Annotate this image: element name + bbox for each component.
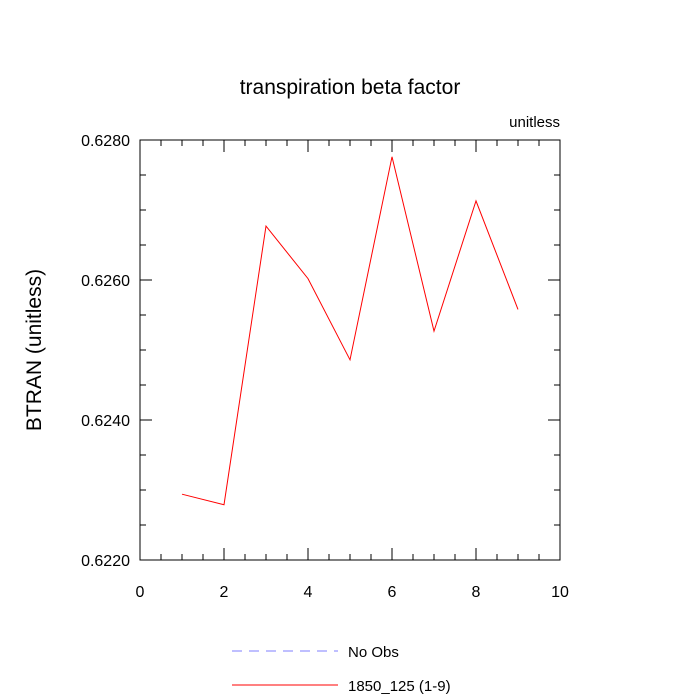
data-point (181, 493, 184, 496)
x-tick-label: 4 (304, 584, 313, 601)
x-tick-label: 10 (551, 584, 569, 601)
data-point (391, 155, 394, 158)
y-axis-label: BTRAN (unitless) (23, 269, 46, 431)
plot-frame (139, 139, 561, 561)
chart-subtitle-units: unitless (509, 114, 560, 131)
legend-label: 1850_125 (1-9) (348, 678, 451, 695)
legend: No Obs 1850_125 (1-9) (232, 644, 451, 695)
y-tick-label: 0.6220 (81, 553, 130, 570)
x-tick-label: 6 (388, 584, 397, 601)
y-tick-label: 0.6280 (81, 133, 130, 150)
x-tick-label: 0 (136, 584, 145, 601)
x-tick-label: 8 (472, 584, 481, 601)
data-point (223, 503, 226, 506)
plot-area: 0 2 4 6 8 10 0.6220 0.6240 0.6260 0.6280 (81, 133, 569, 601)
series-line-0 (181, 156, 519, 506)
x-tick-label: 2 (220, 584, 229, 601)
chart-title: transpiration beta factor (240, 76, 461, 99)
data-point (307, 277, 310, 280)
legend-label: No Obs (348, 644, 399, 661)
data-point (433, 330, 436, 333)
data-point (349, 358, 352, 361)
y-tick-label: 0.6260 (81, 273, 130, 290)
data-point (475, 199, 478, 202)
data-point (265, 225, 268, 228)
data-point (517, 308, 520, 311)
y-tick-label: 0.6240 (81, 413, 130, 430)
